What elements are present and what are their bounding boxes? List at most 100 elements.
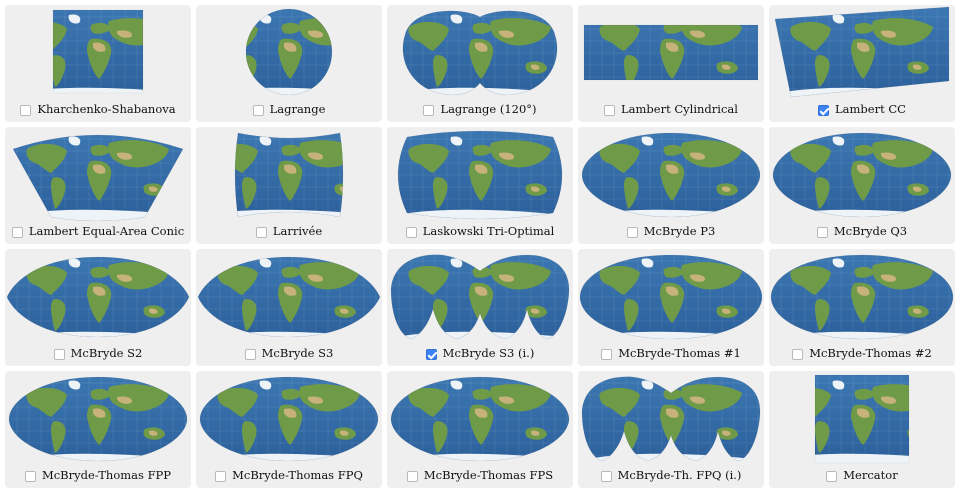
map-projection-image bbox=[770, 254, 954, 340]
projection-checkbox[interactable] bbox=[405, 226, 417, 238]
map-projection-image bbox=[579, 254, 763, 340]
map-projection-image bbox=[245, 8, 333, 96]
projection-checkbox[interactable] bbox=[425, 348, 437, 360]
map-projection-image bbox=[197, 256, 381, 338]
projection-label: Lagrange bbox=[269, 102, 326, 117]
projection-tile-mcbryde-p3[interactable]: McBryde P3 bbox=[578, 127, 764, 244]
projection-checkbox[interactable] bbox=[816, 226, 828, 238]
projection-label: McBryde S2 bbox=[70, 346, 143, 361]
map-thumbnail bbox=[387, 5, 573, 100]
projection-checkbox[interactable] bbox=[215, 470, 227, 482]
projection-label-row[interactable]: McBryde-Thomas FPQ bbox=[196, 468, 382, 484]
projection-label-row[interactable]: Lagrange (120°) bbox=[387, 102, 573, 118]
projection-label: Lambert Equal-Area Conic bbox=[28, 224, 185, 239]
projection-label-row[interactable]: McBryde-Thomas #2 bbox=[769, 346, 955, 362]
projection-tile-laskowski-tri-optimal[interactable]: Laskowski Tri-Optimal bbox=[387, 127, 573, 244]
projection-tile-lambert-cylindrical[interactable]: Lambert Cylindrical bbox=[578, 5, 764, 122]
projection-label: McBryde-Thomas FPQ bbox=[232, 468, 363, 483]
projection-label-row[interactable]: Larrivée bbox=[196, 224, 382, 240]
projection-grid: Kharchenko-Shabanova Lagrange Lagrange (12… bbox=[5, 5, 955, 488]
map-thumbnail bbox=[578, 127, 764, 222]
projection-tile-mcbryde-thomas-fps[interactable]: McBryde-Thomas FPS bbox=[387, 371, 573, 488]
map-projection-image bbox=[397, 130, 563, 220]
projection-label-row[interactable]: Lagrange bbox=[196, 102, 382, 118]
projection-tile-mcbryde-s3[interactable]: McBryde S3 bbox=[196, 249, 382, 366]
projection-checkbox[interactable] bbox=[604, 104, 616, 116]
map-projection-image bbox=[199, 376, 379, 462]
projection-label-row[interactable]: McBryde Q3 bbox=[769, 224, 955, 240]
projection-label-row[interactable]: McBryde P3 bbox=[578, 224, 764, 240]
projection-label-row[interactable]: McBryde S3 bbox=[196, 346, 382, 362]
projection-label-row[interactable]: McBryde S3 (i.) bbox=[387, 346, 573, 362]
map-thumbnail bbox=[196, 249, 382, 344]
map-projection-image bbox=[52, 9, 144, 94]
map-thumbnail bbox=[387, 249, 573, 344]
projection-tile-mcbryde-q3[interactable]: McBryde Q3 bbox=[769, 127, 955, 244]
projection-tile-mcbryde-th-fpq-i[interactable]: McBryde-Th. FPQ (i.) bbox=[578, 371, 764, 488]
projection-tile-mcbryde-thomas-1[interactable]: McBryde-Thomas #1 bbox=[578, 249, 764, 366]
projection-label: Laskowski Tri-Optimal bbox=[422, 224, 555, 239]
projection-tile-lagrange[interactable]: Lagrange bbox=[196, 5, 382, 122]
map-thumbnail bbox=[387, 371, 573, 466]
projection-tile-lambert-equal-area-conic[interactable]: Lambert Equal-Area Conic bbox=[5, 127, 191, 244]
projection-tile-kharchenko-shabanova[interactable]: Kharchenko-Shabanova bbox=[5, 5, 191, 122]
projection-tile-mcbryde-s2[interactable]: McBryde S2 bbox=[5, 249, 191, 366]
map-thumbnail bbox=[5, 127, 191, 222]
projection-label: Kharchenko-Shabanova bbox=[37, 102, 176, 117]
projection-label-row[interactable]: Kharchenko-Shabanova bbox=[5, 102, 191, 118]
projection-label-row[interactable]: McBryde-Th. FPQ (i.) bbox=[578, 468, 764, 484]
projection-checkbox[interactable] bbox=[53, 348, 65, 360]
projection-tile-mcbryde-thomas-2[interactable]: McBryde-Thomas #2 bbox=[769, 249, 955, 366]
projection-label: Larrivée bbox=[272, 224, 323, 239]
projection-label-row[interactable]: McBryde-Thomas FPP bbox=[5, 468, 191, 484]
projection-checkbox[interactable] bbox=[252, 104, 264, 116]
projection-label-row[interactable]: McBryde-Thomas #1 bbox=[578, 346, 764, 362]
projection-checkbox[interactable] bbox=[818, 104, 830, 116]
projection-tile-lambert-cc[interactable]: Lambert CC bbox=[769, 5, 955, 122]
map-projection-image bbox=[8, 376, 188, 462]
map-thumbnail bbox=[578, 5, 764, 100]
projection-checkbox[interactable] bbox=[601, 348, 613, 360]
projection-label-row[interactable]: Laskowski Tri-Optimal bbox=[387, 224, 573, 240]
projection-checkbox[interactable] bbox=[423, 104, 435, 116]
projection-label-row[interactable]: Lambert CC bbox=[769, 102, 955, 118]
projection-checkbox[interactable] bbox=[792, 348, 804, 360]
projection-checkbox[interactable] bbox=[24, 470, 36, 482]
projection-label: McBryde P3 bbox=[643, 224, 716, 239]
projection-tile-mercator[interactable]: Mercator bbox=[769, 371, 955, 488]
projection-label: Mercator bbox=[843, 468, 898, 483]
projection-label: McBryde S3 (i.) bbox=[442, 346, 535, 361]
map-thumbnail bbox=[769, 5, 955, 100]
projection-label-row[interactable]: Lambert Equal-Area Conic bbox=[5, 224, 191, 240]
projection-tile-mcbryde-thomas-fpp[interactable]: McBryde-Thomas FPP bbox=[5, 371, 191, 488]
projection-checkbox[interactable] bbox=[600, 470, 612, 482]
projection-label-row[interactable]: Lambert Cylindrical bbox=[578, 102, 764, 118]
projection-tile-larriv-e[interactable]: Larrivée bbox=[196, 127, 382, 244]
projection-checkbox[interactable] bbox=[406, 470, 418, 482]
projection-label: McBryde-Thomas FPP bbox=[41, 468, 172, 483]
map-projection-image bbox=[402, 10, 558, 96]
projection-checkbox[interactable] bbox=[244, 348, 256, 360]
projection-tile-lagrange-120[interactable]: Lagrange (120°) bbox=[387, 5, 573, 122]
projection-checkbox[interactable] bbox=[11, 226, 23, 238]
projection-tile-mcbryde-thomas-fpq[interactable]: McBryde-Thomas FPQ bbox=[196, 371, 382, 488]
map-projection-image bbox=[390, 376, 570, 462]
map-projection-image bbox=[814, 374, 910, 464]
projection-label: McBryde Q3 bbox=[833, 224, 908, 239]
projection-label-row[interactable]: Mercator bbox=[769, 468, 955, 484]
projection-label-row[interactable]: McBryde-Thomas FPS bbox=[387, 468, 573, 484]
map-projection-image bbox=[774, 6, 950, 98]
projection-tile-mcbryde-s3-i[interactable]: McBryde S3 (i.) bbox=[387, 249, 573, 366]
projection-checkbox[interactable] bbox=[255, 226, 267, 238]
map-thumbnail bbox=[196, 5, 382, 100]
map-projection-image bbox=[6, 256, 190, 338]
projection-checkbox[interactable] bbox=[20, 104, 32, 116]
map-thumbnail bbox=[5, 371, 191, 466]
projection-label-row[interactable]: McBryde S2 bbox=[5, 346, 191, 362]
projection-label: McBryde-Thomas FPS bbox=[423, 468, 554, 483]
projection-checkbox[interactable] bbox=[826, 470, 838, 482]
projection-checkbox[interactable] bbox=[626, 226, 638, 238]
map-projection-image bbox=[390, 254, 570, 340]
map-thumbnail bbox=[387, 127, 573, 222]
map-thumbnail bbox=[769, 249, 955, 344]
